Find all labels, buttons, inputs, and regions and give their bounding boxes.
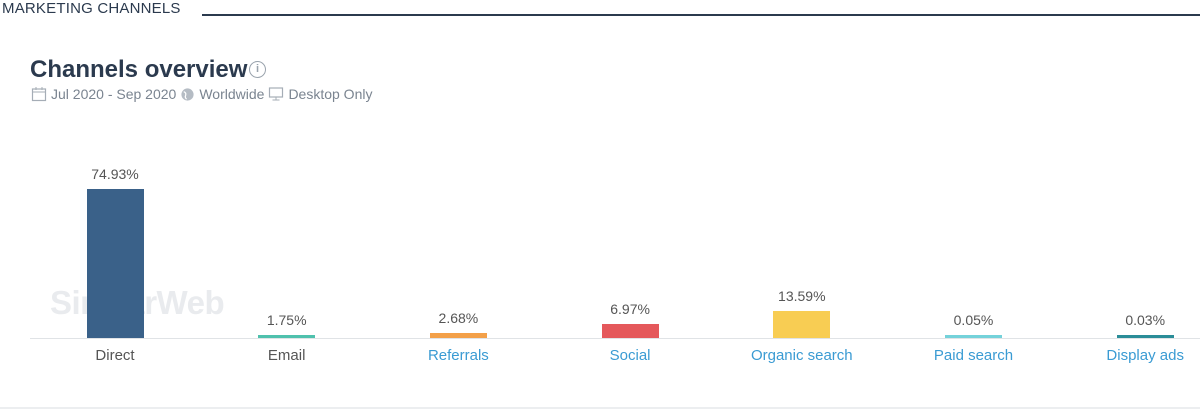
info-icon[interactable]: i [249, 61, 266, 78]
bar-paid-search[interactable] [945, 335, 1002, 338]
category-label[interactable]: Referrals [427, 347, 489, 364]
calendar-icon [31, 87, 47, 102]
bar-direct[interactable] [86, 189, 144, 338]
device: Desktop Only [288, 86, 373, 102]
bar-organic-search[interactable] [773, 310, 831, 338]
bar-email[interactable] [258, 334, 316, 338]
data-label: 0.05% [953, 312, 994, 328]
data-label: 0.03% [1125, 312, 1166, 328]
page-title: Channels overview [30, 56, 248, 83]
bar-display-ads[interactable] [1116, 335, 1174, 338]
date-range: Jul 2020 - Sep 2020 [51, 86, 177, 102]
data-label: 2.68% [438, 309, 479, 326]
region: Worldwide [199, 86, 265, 102]
channels-card [0, 30, 1200, 409]
data-label: 13.59% [778, 287, 826, 304]
category-label[interactable]: Display ads [1106, 347, 1184, 364]
filter-meta: Jul 2020 - Sep 2020 Worldwide Desktop On… [31, 86, 372, 102]
data-label: 74.93% [91, 166, 139, 182]
category-label[interactable]: Paid search [933, 347, 1014, 364]
globe-icon [181, 87, 194, 101]
desktop-icon [269, 87, 284, 101]
bar-social[interactable] [601, 324, 659, 338]
data-label: 6.97% [610, 301, 650, 318]
section-divider [202, 14, 1200, 16]
category-label: Direct [95, 347, 135, 364]
category-label[interactable]: Social [609, 347, 651, 364]
category-label: Email [267, 347, 306, 364]
category-label[interactable]: Organic search [750, 347, 853, 364]
bar-referrals[interactable] [429, 332, 487, 338]
chart-baseline [30, 338, 1200, 339]
data-label: 1.75% [266, 311, 307, 328]
section-title: MARKETING CHANNELS [2, 0, 181, 17]
